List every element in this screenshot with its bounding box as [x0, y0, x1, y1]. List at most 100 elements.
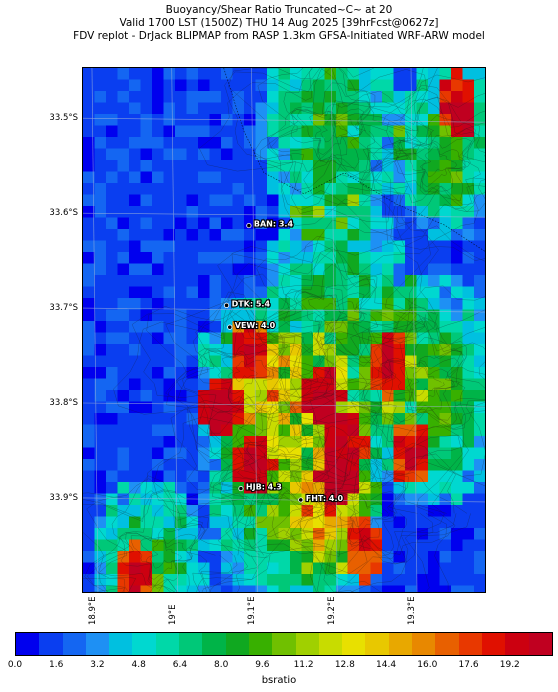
grid-cell: [451, 194, 464, 207]
contour-line: [249, 434, 469, 592]
grid-cell: [106, 137, 119, 150]
grid-cell: [244, 355, 257, 368]
grid-cell: [370, 344, 383, 357]
bsratio-map: BAN: 3.4 DTK: 5.4 VEW: 4.0 HJB: 4.3 FHT: 4.0: [83, 68, 485, 592]
grid-cell: [83, 378, 96, 391]
grid-cell: [175, 229, 188, 242]
grid-cell: [451, 585, 464, 592]
grid-cell: [324, 298, 337, 311]
grid-cell: [474, 275, 485, 288]
grid-cell: [416, 263, 429, 276]
grid-cell: [359, 574, 372, 587]
grid-cell: [370, 275, 383, 288]
grid-cell: [382, 68, 395, 81]
grid-cell: [474, 148, 485, 161]
grid-cell: [163, 551, 176, 564]
grid-cell: [83, 321, 96, 334]
contour-line: [288, 439, 471, 592]
grid-cell: [198, 424, 211, 437]
colorbar-tick-label: 14.4: [376, 660, 397, 670]
grid-cell: [129, 240, 142, 253]
grid-cell: [83, 252, 96, 265]
grid-cell: [152, 183, 165, 196]
grid-cell: [186, 286, 199, 299]
grid-cell: [370, 194, 383, 207]
grid-cell: [140, 148, 153, 161]
grid-cell: [474, 240, 485, 253]
grid-cell: [462, 263, 475, 276]
grid-cell: [83, 401, 96, 414]
grid-cell: [152, 424, 165, 437]
grid-cell: [198, 91, 211, 104]
grid-cell: [255, 91, 268, 104]
grid-cell: [163, 539, 176, 552]
grid-cell: [83, 68, 96, 81]
station-marker: [298, 497, 304, 503]
grid-cell: [106, 493, 119, 506]
contour-line: [225, 421, 463, 592]
grid-cell: [324, 275, 337, 288]
grid-cell: [129, 137, 142, 150]
grid-cell: [232, 137, 245, 150]
grid-cell: [140, 240, 153, 253]
grid-cell: [140, 378, 153, 391]
grid-cell: [301, 91, 314, 104]
grid-cell: [301, 332, 314, 345]
grid-cell: [393, 470, 406, 483]
grid-cell: [221, 217, 234, 230]
grid-cell: [301, 321, 314, 334]
grid-cell: [428, 528, 441, 541]
grid-cell: [152, 528, 165, 541]
grid-cell: [129, 275, 142, 288]
grid-cell: [255, 459, 268, 472]
grid-cell: [94, 459, 107, 472]
grid-cell: [221, 436, 234, 449]
grid-cell: [439, 367, 452, 380]
bsratio-grid-cells: [83, 68, 485, 592]
grid-cell: [439, 240, 452, 253]
grid-cell: [94, 367, 107, 380]
grid-cell: [255, 102, 268, 115]
grid-cell: [428, 390, 441, 403]
grid-cell: [106, 309, 119, 322]
grid-cell: [405, 574, 418, 587]
grid-cell: [439, 171, 452, 184]
grid-cell: [474, 217, 485, 230]
grid-cell: [278, 378, 291, 391]
grid-cell: [129, 206, 142, 219]
grid-cell: [336, 160, 349, 173]
grid-cell: [347, 321, 360, 334]
grid-cell: [474, 79, 485, 92]
grid-cell: [474, 344, 485, 357]
grid-cell: [129, 436, 142, 449]
grid-cell: [244, 171, 257, 184]
grid-cell: [175, 321, 188, 334]
grid-cell: [336, 332, 349, 345]
grid-cell: [175, 137, 188, 150]
grid-cell: [474, 102, 485, 115]
grid-cell: [405, 516, 418, 529]
grid-cell: [462, 229, 475, 242]
grid-cell: [267, 171, 280, 184]
grid-cell: [347, 390, 360, 403]
grid-cell: [83, 275, 96, 288]
station-label: FHT: 4.0: [306, 494, 344, 503]
grid-cell: [324, 482, 337, 495]
grid-cell: [140, 516, 153, 529]
grid-cell: [439, 194, 452, 207]
grid-cell: [451, 125, 464, 138]
grid-cell: [106, 390, 119, 403]
grid-cell: [140, 252, 153, 265]
grid-cell: [198, 321, 211, 334]
contour-line: [195, 219, 431, 424]
grid-cell: [416, 470, 429, 483]
grid-cell: [290, 539, 303, 552]
grid-cell: [336, 470, 349, 483]
grid-cell: [416, 355, 429, 368]
grid-cell: [175, 125, 188, 138]
grid-cell: [232, 68, 245, 81]
grid-cell: [209, 309, 222, 322]
grid-cell: [462, 137, 475, 150]
station-marker: [227, 324, 233, 330]
grid-cell: [370, 102, 383, 115]
